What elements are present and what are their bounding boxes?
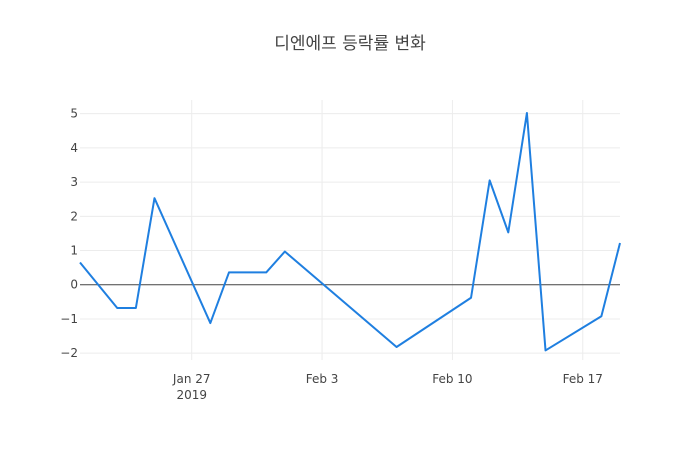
y-tick-label: −1 [60,312,78,326]
y-tick-label: 5 [70,107,78,121]
x-axis-ticks: Jan 27 2019 Feb 3 Feb 10 Feb 17 [172,372,603,402]
series-layer [79,112,621,352]
y-tick-label: −2 [60,346,78,360]
y-tick-label: 0 [70,278,78,292]
series-line [79,112,621,352]
x-tick-label: Feb 17 [563,372,603,386]
chart-title: 디엔에프 등락률 변화 [274,34,426,54]
y-tick-label: 1 [70,244,78,258]
y-tick-label: 4 [70,141,78,155]
x-tick-label: Feb 10 [432,372,472,386]
y-tick-label: 3 [70,175,78,189]
x-tick-label: Jan 27 [172,372,211,386]
x-tick-sublabel: 2019 [176,388,207,402]
y-tick-label: 2 [70,209,78,223]
x-tick-label: Feb 3 [306,372,339,386]
y-axis-ticks: −2 −1 0 1 2 3 4 5 [60,107,78,360]
